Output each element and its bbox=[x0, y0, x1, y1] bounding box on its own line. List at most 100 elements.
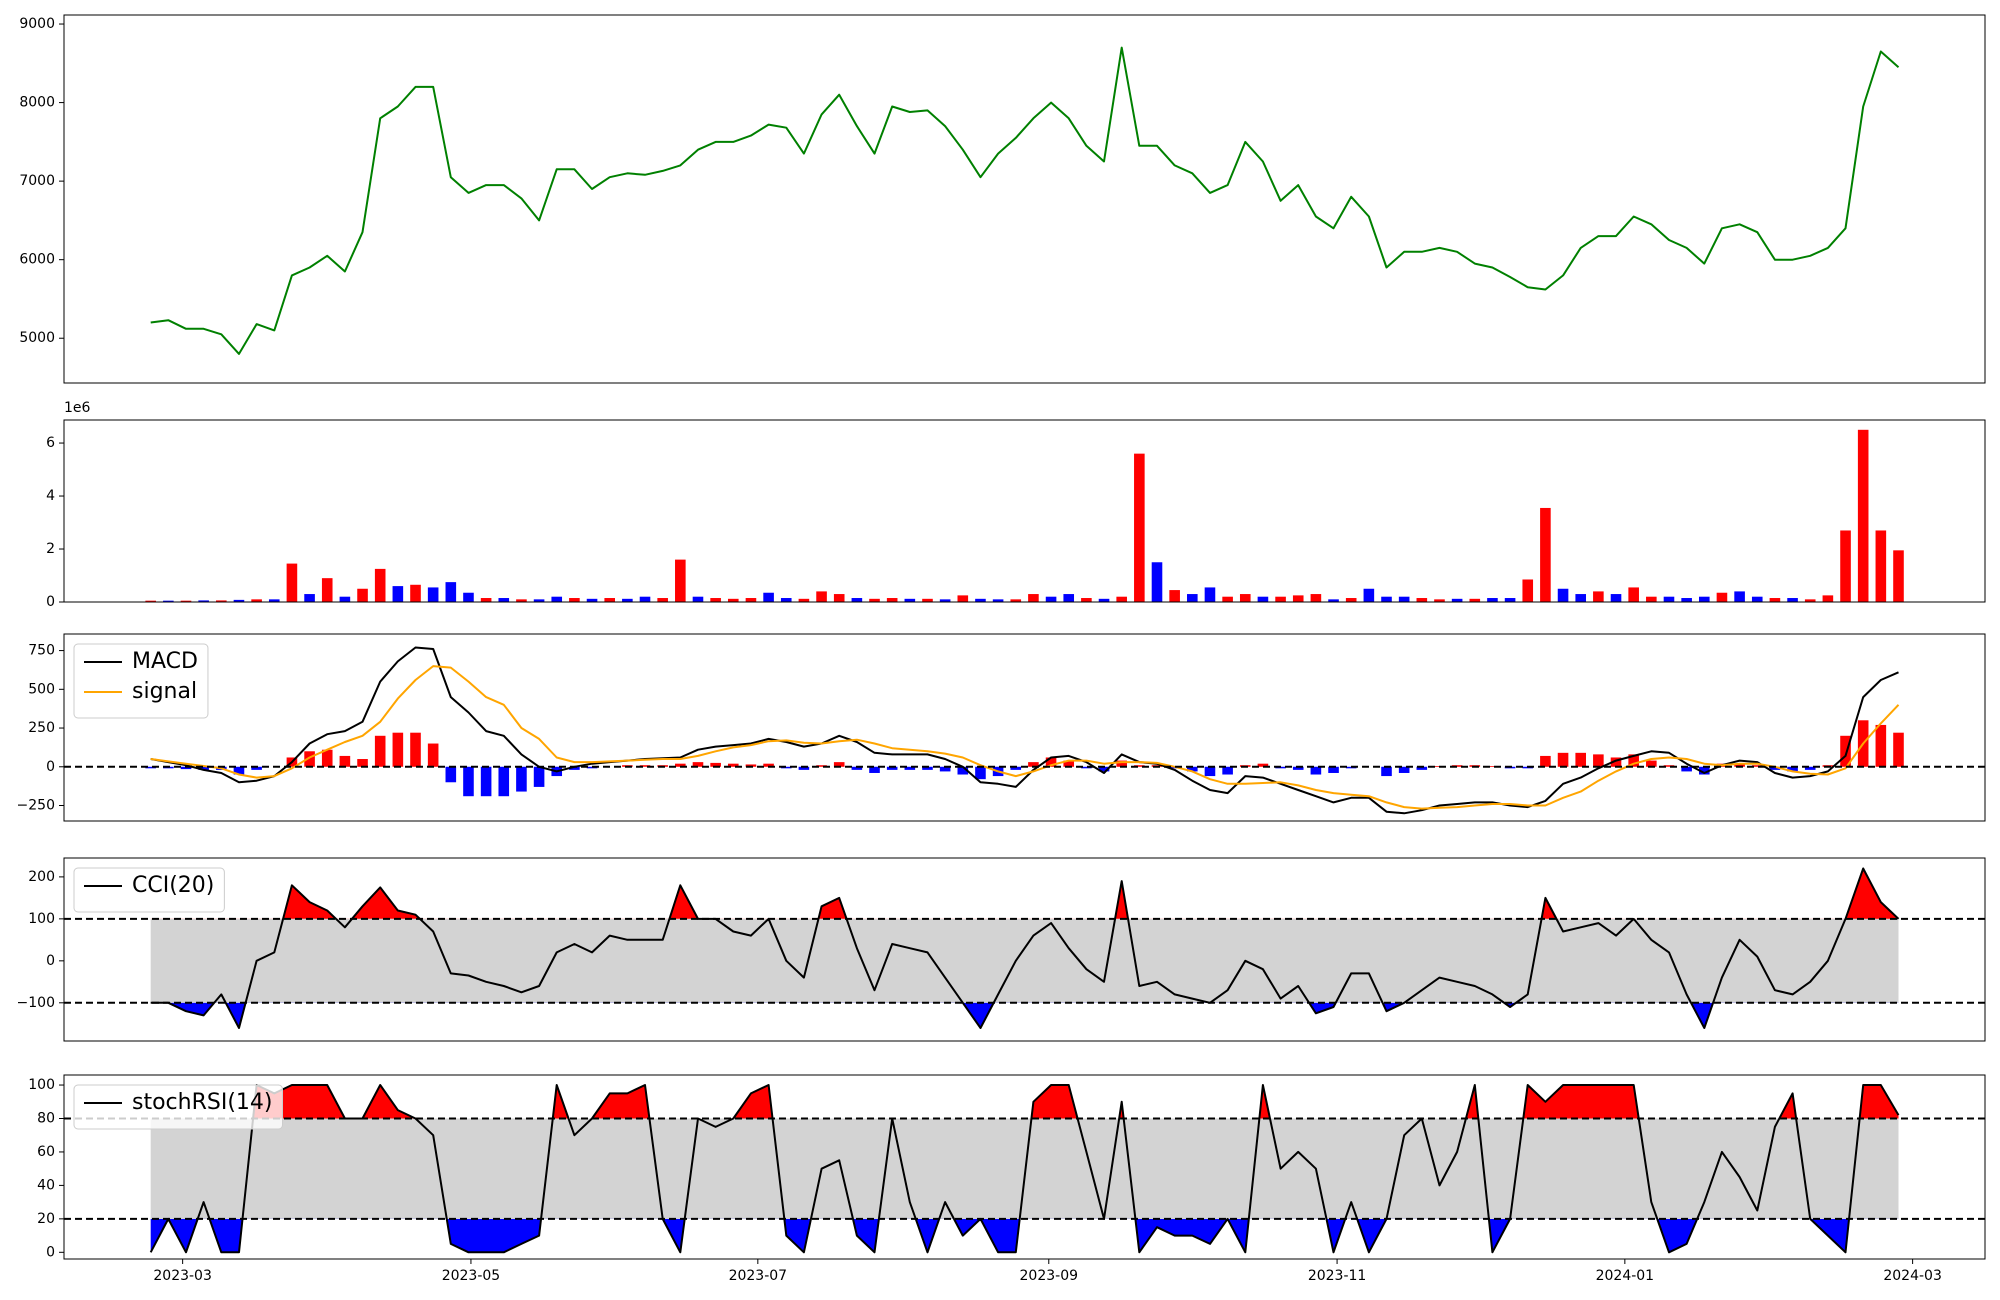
histogram-bar bbox=[1575, 752, 1587, 767]
volume-bar bbox=[1116, 596, 1127, 602]
volume-bar bbox=[657, 598, 668, 602]
volume-bar bbox=[533, 599, 545, 602]
volume-bar bbox=[1434, 599, 1445, 602]
y-tick-label: 7000 bbox=[19, 173, 55, 189]
y-tick-label: −100 bbox=[17, 995, 55, 1011]
histogram-bar bbox=[427, 743, 439, 767]
plot-area bbox=[64, 646, 1985, 815]
volume-bar bbox=[268, 599, 280, 602]
histogram-bar bbox=[410, 732, 421, 767]
histogram-bar bbox=[1487, 766, 1498, 767]
histogram-bar bbox=[304, 751, 315, 767]
plot-area bbox=[64, 1084, 1985, 1254]
x-tick-label: 2024-01 bbox=[1596, 1268, 1655, 1284]
y-tick-label: 100 bbox=[28, 1077, 55, 1093]
legend-box bbox=[73, 867, 225, 913]
volume-bar bbox=[1751, 596, 1763, 602]
volume-bar bbox=[727, 598, 739, 602]
histogram-bar bbox=[516, 766, 527, 792]
histogram-bar bbox=[1310, 766, 1322, 775]
plot-frame bbox=[63, 419, 1986, 603]
histogram-bar bbox=[1328, 766, 1339, 773]
volume-bar bbox=[1893, 550, 1904, 602]
panel: −250 0 250 500 750 MACD signal bbox=[17, 633, 1986, 822]
volume-bar bbox=[1698, 596, 1710, 602]
histogram-bar bbox=[639, 765, 651, 767]
volume-bar bbox=[339, 596, 351, 602]
volume-bar bbox=[675, 559, 686, 602]
volume-bar bbox=[392, 586, 404, 602]
volume-bar bbox=[1663, 596, 1675, 602]
volume-bar bbox=[516, 599, 527, 602]
histogram-bar bbox=[463, 766, 474, 797]
volume-bar bbox=[1063, 594, 1075, 602]
histogram-bar bbox=[198, 766, 209, 770]
volume-bar bbox=[357, 588, 368, 602]
histogram-bar bbox=[1628, 754, 1639, 767]
y-tick-label: 250 bbox=[28, 720, 55, 736]
volume-bar bbox=[321, 578, 333, 602]
histogram-bar bbox=[1804, 766, 1816, 770]
histogram-bar bbox=[1610, 757, 1622, 767]
volume-bar bbox=[1363, 588, 1375, 602]
volume-bar bbox=[1345, 598, 1357, 602]
legend-label: CCI(20) bbox=[132, 873, 214, 898]
volume-bar bbox=[1187, 594, 1198, 602]
histogram-bar bbox=[957, 766, 969, 775]
volume-bar bbox=[1134, 453, 1145, 602]
volume-bar bbox=[551, 596, 563, 602]
histogram-bar bbox=[975, 766, 986, 780]
volume-bar bbox=[957, 595, 969, 602]
volume-bar bbox=[780, 598, 792, 602]
histogram-bar bbox=[1787, 766, 1798, 772]
histogram-bar bbox=[339, 755, 351, 767]
volume-bar bbox=[286, 563, 298, 602]
volume-bar bbox=[939, 599, 951, 602]
x-tick-label: 2023-07 bbox=[729, 1268, 788, 1284]
histogram-bar bbox=[145, 766, 156, 769]
histogram-bar bbox=[251, 766, 262, 770]
volume-bar bbox=[410, 584, 421, 602]
volume-bar bbox=[833, 594, 845, 602]
histogram-bar bbox=[692, 762, 704, 767]
histogram-bar bbox=[1840, 735, 1851, 767]
volume-bar bbox=[1593, 591, 1604, 602]
plot-frame bbox=[63, 633, 1986, 822]
series-line bbox=[150, 665, 1900, 810]
plot-area bbox=[145, 429, 1904, 602]
upper-fill bbox=[283, 868, 1899, 919]
volume-bar bbox=[1275, 596, 1286, 602]
histogram-bar bbox=[1116, 760, 1127, 767]
offset-text: 1e6 bbox=[64, 400, 91, 416]
volume-bar bbox=[1239, 594, 1251, 602]
legend-label: signal bbox=[132, 679, 197, 704]
volume-bar bbox=[975, 598, 986, 602]
y-tick-label: 0 bbox=[46, 759, 55, 775]
volume-bar bbox=[198, 600, 209, 602]
histogram-bar bbox=[869, 766, 880, 773]
histogram-bar bbox=[1734, 763, 1745, 767]
y-tick-label: 6000 bbox=[19, 252, 55, 268]
volume-bar bbox=[251, 599, 262, 602]
histogram-bar bbox=[1646, 760, 1657, 767]
volume-bar bbox=[1292, 595, 1304, 602]
histogram-bar bbox=[1257, 763, 1269, 767]
histogram-bar bbox=[904, 766, 916, 770]
y-tick-label: 0 bbox=[46, 594, 55, 610]
histogram-bar bbox=[1098, 766, 1110, 772]
volume-bar bbox=[1416, 598, 1428, 602]
histogram-bar bbox=[727, 763, 739, 767]
y-tick-label: 0 bbox=[46, 1244, 55, 1260]
volume-bar bbox=[1151, 562, 1163, 602]
legend-label: MACD bbox=[132, 649, 198, 674]
volume-bar bbox=[163, 600, 174, 602]
histogram-bar bbox=[569, 766, 580, 770]
histogram-bar bbox=[780, 766, 792, 769]
y-tick-label: 5000 bbox=[19, 330, 55, 346]
histogram-bar bbox=[1010, 766, 1022, 770]
volume-bar bbox=[851, 598, 863, 602]
volume-bar bbox=[1681, 598, 1692, 602]
volume-bar bbox=[1575, 594, 1587, 602]
x-tick-label: 2023-11 bbox=[1308, 1268, 1367, 1284]
lower-fill bbox=[150, 1218, 1899, 1253]
